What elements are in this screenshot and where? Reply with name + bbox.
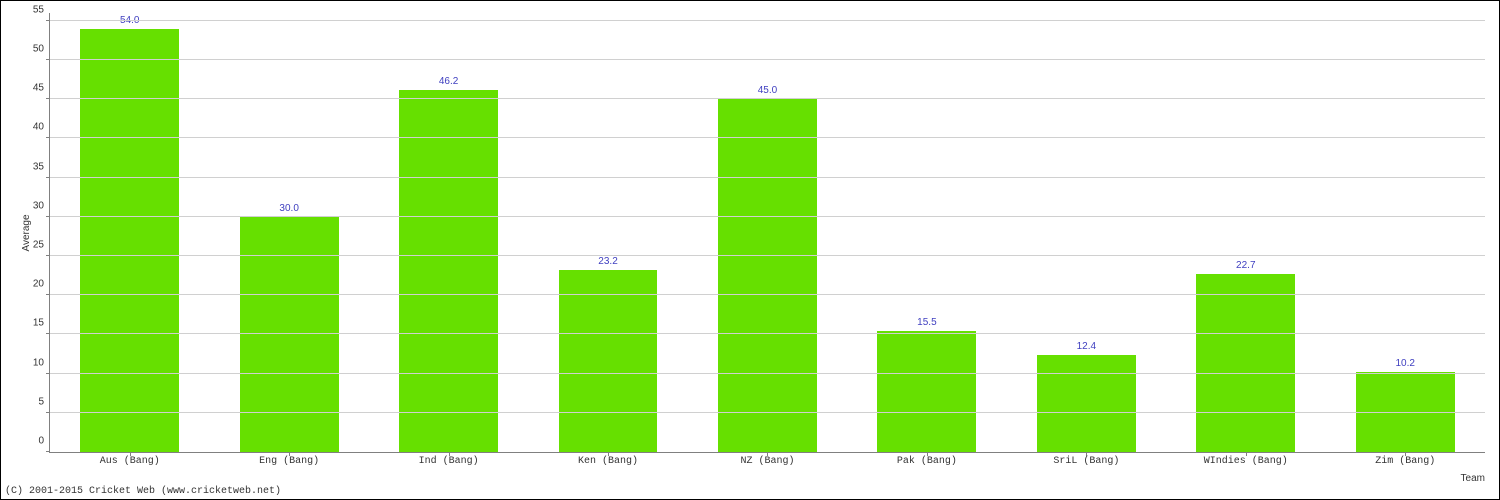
gridline — [50, 373, 1485, 374]
ytick-mark — [46, 373, 50, 374]
gridline — [50, 412, 1485, 413]
bar-slot: 15.5Pak (Bang) — [847, 13, 1006, 452]
xtick-label: Zim (Bang) — [1375, 456, 1435, 467]
bar: 54.0 — [80, 29, 179, 452]
bar: 22.7 — [1196, 274, 1295, 452]
ytick-mark — [46, 255, 50, 256]
gridline — [50, 98, 1485, 99]
ytick-label: 15 — [33, 318, 44, 329]
gridline — [50, 216, 1485, 217]
bar-slot: 45.0NZ (Bang) — [688, 13, 847, 452]
ytick-mark — [46, 59, 50, 60]
bar-value-label: 46.2 — [439, 76, 458, 87]
ytick-mark — [46, 294, 50, 295]
bar-slot: 54.0Aus (Bang) — [50, 13, 209, 452]
ytick-label: 0 — [38, 436, 44, 447]
ytick-mark — [46, 333, 50, 334]
gridline — [50, 255, 1485, 256]
xtick-label: Ind (Bang) — [419, 456, 479, 467]
bar-value-label: 30.0 — [279, 203, 298, 214]
ytick-mark — [46, 216, 50, 217]
plot-area: Average Team 54.0Aus (Bang)30.0Eng (Bang… — [49, 13, 1485, 453]
x-axis-title: Team — [1461, 473, 1485, 484]
bar: 23.2 — [559, 270, 658, 452]
gridline — [50, 20, 1485, 21]
ytick-mark — [46, 412, 50, 413]
xtick-label: NZ (Bang) — [740, 456, 794, 467]
bars-row: 54.0Aus (Bang)30.0Eng (Bang)46.2Ind (Ban… — [50, 13, 1485, 452]
bar-value-label: 10.2 — [1395, 358, 1414, 369]
ytick-mark — [46, 98, 50, 99]
gridline — [50, 333, 1485, 334]
gridline — [50, 59, 1485, 60]
ytick-label: 5 — [38, 396, 44, 407]
bar-slot: 10.2Zim (Bang) — [1326, 13, 1485, 452]
ytick-label: 45 — [33, 83, 44, 94]
ytick-label: 30 — [33, 200, 44, 211]
ytick-mark — [46, 177, 50, 178]
ytick-mark — [46, 451, 50, 452]
bar: 12.4 — [1037, 355, 1136, 452]
bar: 46.2 — [399, 90, 498, 452]
gridline — [50, 137, 1485, 138]
bar-slot: 12.4SriL (Bang) — [1007, 13, 1166, 452]
bar-slot: 22.7WIndies (Bang) — [1166, 13, 1325, 452]
bar-value-label: 12.4 — [1077, 341, 1096, 352]
ytick-label: 20 — [33, 279, 44, 290]
xtick-label: Pak (Bang) — [897, 456, 957, 467]
bar: 15.5 — [877, 331, 976, 453]
ytick-label: 25 — [33, 240, 44, 251]
ytick-mark — [46, 20, 50, 21]
xtick-label: SriL (Bang) — [1053, 456, 1119, 467]
chart-area: Average Team 54.0Aus (Bang)30.0Eng (Bang… — [49, 13, 1485, 453]
gridline — [50, 177, 1485, 178]
bar-value-label: 45.0 — [758, 85, 777, 96]
ytick-mark — [46, 137, 50, 138]
bar-slot: 30.0Eng (Bang) — [209, 13, 368, 452]
bar-slot: 46.2Ind (Bang) — [369, 13, 528, 452]
copyright-text: (C) 2001-2015 Cricket Web (www.cricketwe… — [5, 486, 281, 497]
ytick-label: 35 — [33, 161, 44, 172]
ytick-label: 40 — [33, 122, 44, 133]
bar-value-label: 22.7 — [1236, 260, 1255, 271]
gridline — [50, 294, 1485, 295]
y-axis-title: Average — [21, 214, 32, 251]
bar-value-label: 23.2 — [598, 256, 617, 267]
xtick-label: Eng (Bang) — [259, 456, 319, 467]
bar: 45.0 — [718, 99, 817, 452]
ytick-label: 55 — [33, 4, 44, 15]
ytick-label: 50 — [33, 44, 44, 55]
chart-container: Average Team 54.0Aus (Bang)30.0Eng (Bang… — [0, 0, 1500, 500]
ytick-label: 10 — [33, 357, 44, 368]
bar-slot: 23.2Ken (Bang) — [528, 13, 687, 452]
xtick-label: WIndies (Bang) — [1204, 456, 1288, 467]
xtick-label: Ken (Bang) — [578, 456, 638, 467]
xtick-label: Aus (Bang) — [100, 456, 160, 467]
bar-value-label: 15.5 — [917, 317, 936, 328]
